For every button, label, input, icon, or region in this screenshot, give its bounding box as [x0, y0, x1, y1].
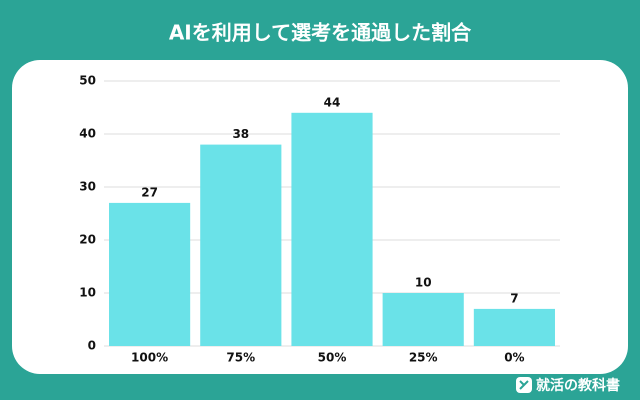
y-tick-label: 20	[79, 233, 96, 247]
data-label: 38	[232, 127, 249, 141]
y-tick-label: 50	[79, 74, 96, 88]
data-label: 44	[324, 95, 341, 109]
x-tick-label: 0%	[504, 351, 524, 365]
x-tick-label: 50%	[318, 351, 347, 365]
data-label: 10	[415, 276, 432, 290]
bar	[291, 112, 373, 346]
brand-icon-mark	[519, 380, 529, 390]
bar	[382, 293, 464, 346]
y-tick-label: 0	[88, 339, 96, 353]
y-tick-label: 30	[79, 180, 96, 194]
bar	[109, 202, 191, 346]
data-label: 27	[141, 185, 158, 199]
brand-name: 就活の教科書	[536, 377, 620, 394]
x-tick-label: 25%	[409, 351, 438, 365]
x-tick-label: 100%	[131, 351, 168, 365]
brand-logo: 就活の教科書	[516, 377, 620, 394]
data-label: 7	[510, 291, 518, 305]
y-tick-label: 10	[79, 286, 96, 300]
y-tick-label: 40	[79, 127, 96, 141]
x-tick-label: 75%	[226, 351, 255, 365]
chart-title: AIを利用して選考を通過した割合	[169, 21, 472, 45]
bar	[473, 308, 555, 346]
bar	[200, 144, 282, 346]
